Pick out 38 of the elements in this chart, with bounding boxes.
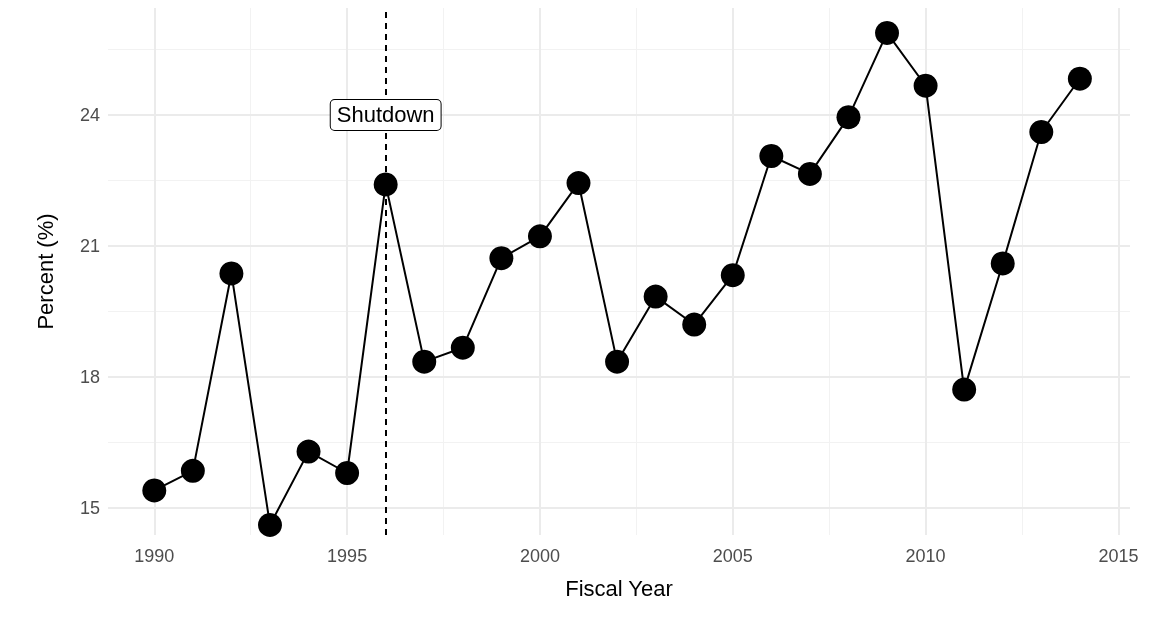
point [489,246,514,271]
annotation: Shutdown [336,102,435,128]
x-tick-label: 2010 [905,546,946,566]
y-tick-label: 21 [79,235,100,256]
point [913,73,938,98]
point [1029,120,1054,144]
point [219,261,244,286]
point [759,144,784,169]
x-tick-label: 2005 [712,546,753,566]
x-tick-label: 2015 [1098,546,1139,566]
point [180,458,205,483]
point [797,161,822,186]
point [990,251,1015,276]
x-tick-label: 1990 [134,546,175,566]
point [412,349,437,374]
point [335,461,360,485]
y-tick-label: 24 [79,104,100,125]
x-tick-label: 1995 [327,546,368,566]
point [258,512,282,537]
x-axis-title: Fiscal Year [565,575,673,601]
point [373,172,398,197]
x-tick-label: 2000 [519,546,560,566]
point [450,335,475,360]
point [836,105,861,130]
point [605,349,630,374]
y-tick-label: 18 [79,366,100,387]
point [952,377,977,402]
point [296,439,321,464]
point [527,224,552,249]
point [643,284,668,309]
point [875,20,900,45]
point [1067,66,1092,91]
y-tick-label: 15 [79,497,100,518]
point [142,478,167,503]
point [720,263,745,288]
y-axis-title: Percent (%) [32,213,58,330]
point [566,171,591,196]
point [682,312,707,337]
